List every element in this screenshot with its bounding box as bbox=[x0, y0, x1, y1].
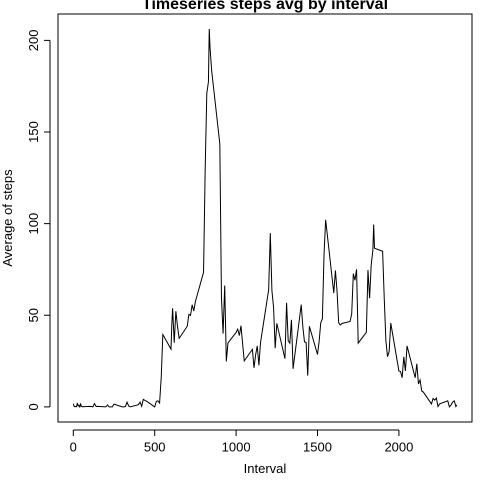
x-tick-label: 1500 bbox=[303, 439, 332, 454]
x-tick-label: 1000 bbox=[222, 439, 251, 454]
y-tick-label: 0 bbox=[26, 403, 41, 410]
x-axis-label: Interval bbox=[244, 461, 287, 476]
chart-title: Timeseries steps avg by interval bbox=[142, 0, 388, 13]
y-tick-label: 50 bbox=[26, 308, 41, 322]
y-tick-label: 100 bbox=[26, 213, 41, 235]
y-tick-label: 200 bbox=[26, 30, 41, 52]
x-tick-label: 0 bbox=[70, 439, 77, 454]
x-tick-label: 2000 bbox=[384, 439, 413, 454]
series-line bbox=[72, 29, 458, 409]
x-tick-label: 500 bbox=[144, 439, 166, 454]
plot-box bbox=[57, 13, 473, 423]
y-tick-label: 150 bbox=[26, 121, 41, 143]
y-axis-label: Average of steps bbox=[0, 169, 15, 267]
